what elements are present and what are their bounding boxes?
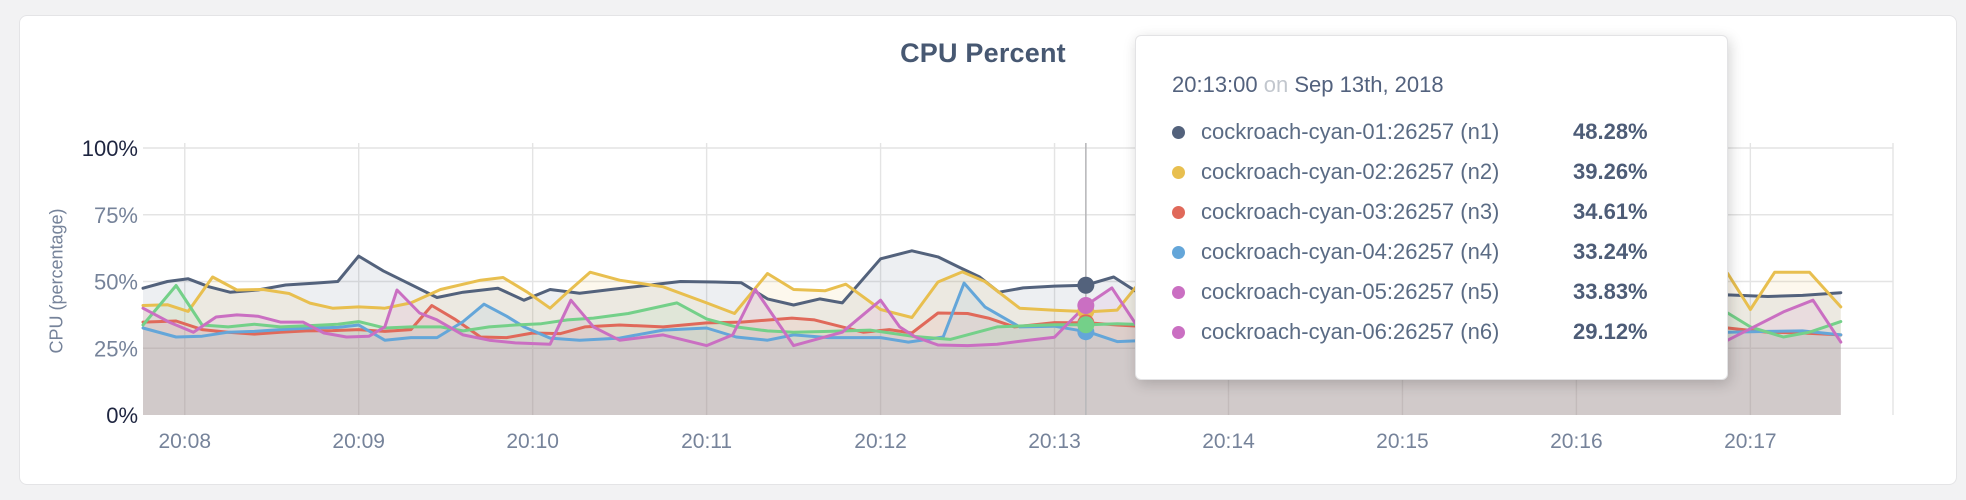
hover-tooltip: 20:13:00 on Sep 13th, 2018 cockroach-cya… <box>1135 35 1728 380</box>
series-name: cockroach-cyan-04:26257 (n4) <box>1201 239 1500 264</box>
tooltip-time: 20:13:00 <box>1172 72 1258 97</box>
chart-title: CPU Percent <box>900 38 1066 68</box>
series-name: cockroach-cyan-05:26257 (n5) <box>1201 279 1500 304</box>
hover-point-dot <box>1077 316 1095 334</box>
x-axis-tick-label: 20:14 <box>1202 430 1255 453</box>
tooltip-row: cockroach-cyan-04:26257 (n4) 33.24% <box>1172 232 1727 272</box>
series-name: cockroach-cyan-06:26257 (n6) <box>1201 319 1500 344</box>
series-color-dot-icon <box>1172 165 1185 179</box>
x-axis-tick-label: 20:09 <box>332 430 385 453</box>
tooltip-row: cockroach-cyan-01:26257 (n1) 48.28% <box>1172 112 1727 152</box>
y-axis-tick-label: 100% <box>82 136 138 161</box>
y-axis-tick-label: 75% <box>94 203 138 228</box>
series-value: 34.61% <box>1573 199 1648 224</box>
x-axis-tick-label: 20:13 <box>1028 430 1081 453</box>
series-name: cockroach-cyan-03:26257 (n3) <box>1201 199 1500 224</box>
series-name: cockroach-cyan-02:26257 (n2) <box>1201 159 1500 184</box>
tooltip-on: on <box>1263 72 1289 97</box>
x-axis-tick-label: 20:08 <box>158 430 211 453</box>
tooltip-row: cockroach-cyan-03:26257 (n3) 34.61% <box>1172 192 1727 232</box>
series-color-dot-icon <box>1172 245 1185 259</box>
tooltip-row: cockroach-cyan-05:26257 (n5) 33.83% <box>1172 272 1727 312</box>
series-value: 33.83% <box>1573 279 1648 304</box>
series-color-dot-icon <box>1172 285 1185 299</box>
y-axis-tick-label: 50% <box>94 270 138 295</box>
hover-point-dot <box>1077 276 1095 294</box>
hover-point-dot <box>1077 297 1095 315</box>
tooltip-rows: cockroach-cyan-01:26257 (n1) 48.28% cockro… <box>1172 112 1727 352</box>
x-axis-tick-label: 20:11 <box>681 430 732 453</box>
series-name: cockroach-cyan-01:26257 (n1) <box>1201 119 1500 144</box>
x-axis-tick-label: 20:17 <box>1724 430 1777 453</box>
series-area <box>143 283 1841 415</box>
series-area <box>143 285 1841 415</box>
series-value: 29.12% <box>1573 319 1648 344</box>
series-color-dot-icon <box>1172 325 1185 339</box>
tooltip-date-text: Sep 13th, 2018 <box>1294 72 1444 97</box>
tooltip-row: cockroach-cyan-06:26257 (n6) 29.12% <box>1172 312 1727 352</box>
x-axis-tick-label: 20:10 <box>506 430 559 453</box>
y-axis-tick-label: 25% <box>94 336 138 361</box>
x-axis-tick-label: 20:16 <box>1550 430 1603 453</box>
series-value: 39.26% <box>1573 159 1648 184</box>
series-color-dot-icon <box>1172 205 1185 219</box>
series-color-dot-icon <box>1172 125 1185 139</box>
series-value: 33.24% <box>1573 239 1648 264</box>
series-value: 48.28% <box>1573 119 1648 144</box>
y-axis-tick-label: 0% <box>106 403 138 428</box>
x-axis-tick-label: 20:15 <box>1376 430 1429 453</box>
x-axis-tick-label: 20:12 <box>854 430 907 453</box>
tooltip-row: cockroach-cyan-02:26257 (n2) 39.26% <box>1172 152 1727 192</box>
tooltip-header: 20:13:00 on Sep 13th, 2018 <box>1172 72 1727 98</box>
